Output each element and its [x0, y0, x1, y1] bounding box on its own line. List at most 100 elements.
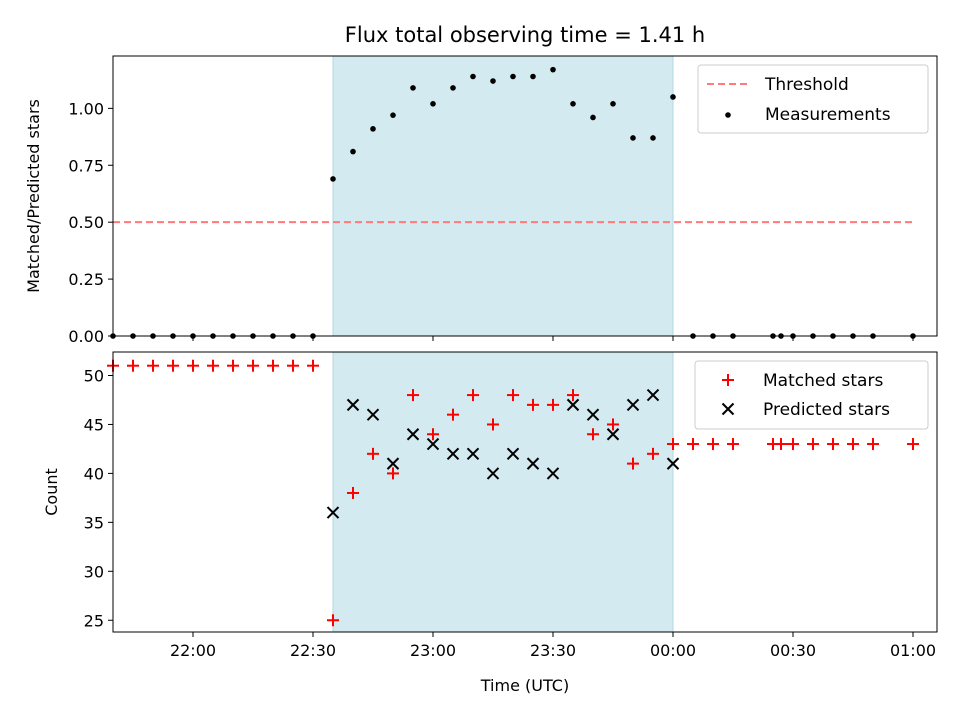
bottom-x-tick-label: 00:30 — [770, 641, 816, 660]
bottom-x-tick-label: 22:00 — [170, 641, 216, 660]
threshold-legend-label: Threshold — [764, 75, 849, 95]
matched-star-point — [127, 359, 139, 372]
measurement-point — [430, 101, 436, 107]
bottom-y-tick-label: 50 — [84, 366, 104, 385]
measurement-point — [590, 114, 596, 121]
matched-star-point — [727, 438, 739, 451]
predicted-star-point — [346, 398, 360, 412]
matched-star-point — [467, 389, 479, 402]
matched-star-point — [787, 438, 799, 451]
predicted-star-point — [606, 428, 620, 441]
bottom-x-tick-label: 23:00 — [410, 641, 456, 660]
predicted-star-point — [446, 447, 460, 461]
predicted-star-point — [646, 388, 660, 402]
bottom-x-axis-label: Time (UTC) — [480, 676, 569, 695]
measurement-point — [450, 85, 456, 91]
top-y-axis-ticks: 0.00 0.25 0.50 0.75 1.00 — [68, 99, 113, 346]
matched-star-point — [507, 389, 519, 402]
matched-star-point — [587, 428, 599, 441]
matched-star-point — [187, 359, 199, 372]
bottom-legend: Matched stars Predicted stars — [694, 360, 929, 430]
top-panel-frame — [112, 55, 938, 337]
bottom-y-tick-label: 45 — [84, 415, 104, 434]
matched-stars-series — [107, 359, 919, 627]
bottom-y-axis-label: Count — [42, 468, 61, 516]
matched-star-point — [607, 418, 619, 431]
matched-star-point — [247, 359, 259, 372]
matched-star-point — [667, 438, 679, 451]
predicted-stars-legend-marker — [721, 402, 735, 416]
measurement-point — [530, 73, 536, 80]
matched-stars-legend-swatch — [722, 374, 734, 386]
matched-star-point — [867, 438, 879, 451]
bottom-legend-box — [694, 360, 929, 430]
matched-star-point — [775, 438, 787, 451]
bottom-x-tick-label: 00:00 — [650, 641, 696, 660]
top-y-tick-label: 0.00 — [68, 327, 104, 346]
top-panel-title: Flux total observing time = 1.41 h — [345, 23, 705, 47]
top-panel-shaded-interval — [332, 55, 674, 337]
measurement-point — [650, 135, 656, 141]
top-legend: Threshold Measurements — [697, 64, 929, 134]
bottom-panel-frame — [112, 351, 938, 633]
matched-stars-legend-label: Matched stars — [763, 371, 883, 391]
measurement-point — [490, 78, 496, 84]
measurement-point — [390, 112, 396, 118]
matched-star-point — [327, 614, 339, 627]
top-y-tick-label: 0.50 — [68, 213, 104, 232]
matched-star-point — [687, 438, 699, 451]
matched-star-point — [367, 447, 379, 460]
bottom-x-tick-label: 22:30 — [290, 641, 336, 660]
bottom-x-axis-ticks: 22:00 22:30 23:00 23:30 00:00 00:30 01:00 — [170, 632, 936, 660]
predicted-stars-series — [326, 388, 680, 519]
matched-star-point — [487, 418, 499, 431]
matched-star-point — [627, 457, 639, 470]
predicted-star-point — [426, 437, 440, 451]
predicted-star-point — [566, 398, 580, 412]
measurements-legend-label: Measurements — [765, 105, 891, 125]
matched-star-point — [807, 438, 819, 451]
matched-stars-legend-marker — [722, 374, 734, 386]
matched-star-point — [527, 398, 539, 411]
bottom-y-axis-ticks: 25 30 35 40 45 50 — [84, 366, 113, 630]
top-y-axis-label: Matched/Predicted stars — [24, 99, 43, 293]
predicted-star-point — [626, 398, 640, 412]
matched-star-point — [847, 438, 859, 451]
predicted-star-point — [666, 457, 680, 470]
matched-star-point — [447, 408, 459, 421]
matched-star-point — [167, 359, 179, 372]
matched-star-point — [647, 447, 659, 460]
measurement-point — [610, 101, 616, 107]
measurements-legend-swatch — [725, 112, 731, 118]
top-y-tick-label: 0.75 — [68, 156, 104, 175]
measurement-point — [470, 73, 476, 80]
bottom-panel: 25 30 35 40 45 50 22:00 22:30 23:00 23:30 00:00 00… — [42, 351, 938, 695]
bottom-panel-shaded-interval — [332, 351, 674, 633]
top-panel: 0.00 0.25 0.50 0.75 1.00 Flux total observin… — [24, 23, 938, 346]
matched-star-point — [147, 359, 159, 372]
bottom-y-tick-label: 25 — [84, 611, 104, 630]
predicted-stars-legend-label: Predicted stars — [763, 400, 890, 420]
matched-star-point — [407, 389, 419, 402]
predicted-star-point — [386, 457, 400, 470]
bottom-x-tick-label: 01:00 — [890, 641, 936, 660]
measurement-point — [510, 73, 516, 80]
bottom-y-tick-label: 35 — [84, 513, 104, 532]
measurement-point — [570, 101, 576, 107]
bottom-y-tick-label: 30 — [84, 562, 104, 581]
predicted-star-point — [586, 408, 600, 421]
top-y-tick-label: 1.00 — [68, 99, 104, 118]
matched-star-point — [567, 389, 579, 402]
matched-star-point — [547, 398, 559, 411]
bottom-y-tick-label: 40 — [84, 464, 104, 483]
predicted-star-point — [366, 408, 380, 421]
matched-star-point — [207, 359, 219, 372]
matched-star-point — [227, 359, 239, 372]
matched-star-point — [307, 359, 319, 372]
predicted-stars-legend-swatch — [721, 402, 735, 416]
top-x-axis-ticks — [192, 336, 914, 341]
measurement-point — [550, 66, 556, 73]
measurement-point — [670, 94, 676, 100]
predicted-star-point — [486, 467, 500, 480]
